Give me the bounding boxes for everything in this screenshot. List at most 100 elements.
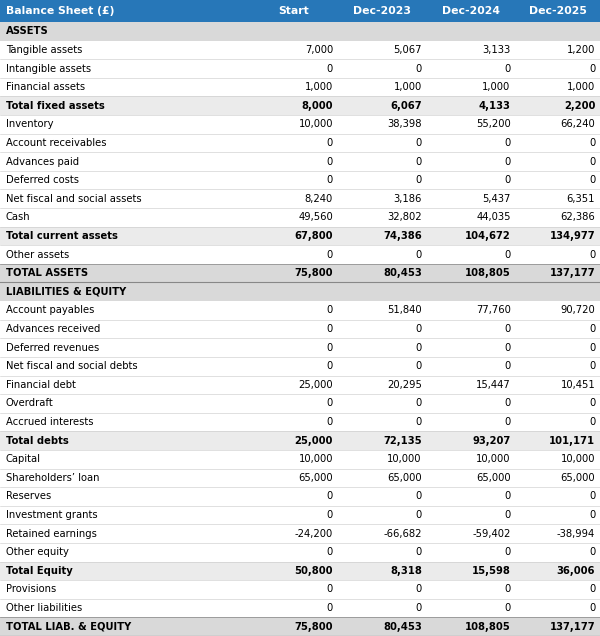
Bar bbox=[0, 506, 600, 524]
Text: 0: 0 bbox=[505, 249, 511, 259]
Text: 80,453: 80,453 bbox=[383, 268, 422, 278]
Text: Tangible assets: Tangible assets bbox=[6, 45, 82, 55]
Text: 6,067: 6,067 bbox=[390, 100, 422, 111]
Text: 0: 0 bbox=[505, 492, 511, 501]
Text: 51,840: 51,840 bbox=[387, 305, 422, 315]
Text: 74,386: 74,386 bbox=[383, 231, 422, 241]
Text: 0: 0 bbox=[327, 138, 333, 148]
Text: 25,000: 25,000 bbox=[295, 436, 333, 446]
Text: 5,437: 5,437 bbox=[482, 194, 511, 204]
Text: Deferred costs: Deferred costs bbox=[6, 175, 79, 185]
Text: Total current assets: Total current assets bbox=[6, 231, 118, 241]
Text: Dec-2025: Dec-2025 bbox=[529, 6, 587, 16]
Text: 0: 0 bbox=[505, 603, 511, 613]
Text: Cash: Cash bbox=[6, 212, 31, 223]
Text: 0: 0 bbox=[589, 249, 595, 259]
Text: 108,805: 108,805 bbox=[465, 622, 511, 632]
Text: Reserves: Reserves bbox=[6, 492, 51, 501]
Text: 0: 0 bbox=[505, 417, 511, 427]
Text: Retained earnings: Retained earnings bbox=[6, 529, 97, 539]
Bar bbox=[0, 190, 600, 208]
Text: 0: 0 bbox=[505, 156, 511, 167]
Bar bbox=[0, 22, 600, 41]
Text: 0: 0 bbox=[589, 510, 595, 520]
Text: 0: 0 bbox=[505, 398, 511, 408]
Text: Advances paid: Advances paid bbox=[6, 156, 79, 167]
Text: 3,186: 3,186 bbox=[394, 194, 422, 204]
Text: 8,318: 8,318 bbox=[390, 566, 422, 576]
Text: 104,672: 104,672 bbox=[465, 231, 511, 241]
Text: 0: 0 bbox=[589, 324, 595, 334]
Text: 0: 0 bbox=[416, 510, 422, 520]
Bar bbox=[0, 171, 600, 190]
Text: 1,000: 1,000 bbox=[567, 82, 595, 92]
Bar bbox=[0, 78, 600, 97]
Text: Dec-2024: Dec-2024 bbox=[442, 6, 500, 16]
Text: 0: 0 bbox=[416, 492, 422, 501]
Text: Total debts: Total debts bbox=[6, 436, 69, 446]
Text: 62,386: 62,386 bbox=[560, 212, 595, 223]
Text: 0: 0 bbox=[505, 64, 511, 74]
Text: 49,560: 49,560 bbox=[298, 212, 333, 223]
Text: 0: 0 bbox=[327, 398, 333, 408]
Text: 0: 0 bbox=[327, 584, 333, 595]
Text: Financial debt: Financial debt bbox=[6, 380, 76, 390]
Text: 0: 0 bbox=[589, 175, 595, 185]
Text: Total Equity: Total Equity bbox=[6, 566, 73, 576]
Text: 0: 0 bbox=[505, 547, 511, 557]
Text: 0: 0 bbox=[416, 138, 422, 148]
Text: Inventory: Inventory bbox=[6, 120, 53, 129]
Text: Deferred revenues: Deferred revenues bbox=[6, 343, 99, 352]
Text: 36,006: 36,006 bbox=[557, 566, 595, 576]
Bar bbox=[0, 59, 600, 78]
Text: 1,000: 1,000 bbox=[394, 82, 422, 92]
Text: 67,800: 67,800 bbox=[295, 231, 333, 241]
Bar bbox=[0, 134, 600, 152]
Text: Total fixed assets: Total fixed assets bbox=[6, 100, 105, 111]
Text: 5,067: 5,067 bbox=[394, 45, 422, 55]
Text: 0: 0 bbox=[327, 324, 333, 334]
Bar bbox=[0, 598, 600, 618]
Text: 7,000: 7,000 bbox=[305, 45, 333, 55]
Text: 0: 0 bbox=[416, 398, 422, 408]
Bar bbox=[0, 115, 600, 134]
Text: 72,135: 72,135 bbox=[383, 436, 422, 446]
Bar bbox=[0, 282, 600, 301]
Text: 20,295: 20,295 bbox=[387, 380, 422, 390]
Text: 0: 0 bbox=[505, 175, 511, 185]
Bar bbox=[0, 618, 600, 636]
Bar bbox=[0, 301, 600, 320]
Text: 0: 0 bbox=[416, 175, 422, 185]
Bar bbox=[0, 357, 600, 375]
Bar bbox=[0, 580, 600, 598]
Text: 0: 0 bbox=[416, 547, 422, 557]
Text: 0: 0 bbox=[327, 361, 333, 371]
Text: 0: 0 bbox=[589, 156, 595, 167]
Text: Balance Sheet (£): Balance Sheet (£) bbox=[6, 6, 115, 16]
Text: -38,994: -38,994 bbox=[557, 529, 595, 539]
Bar bbox=[0, 413, 600, 431]
Bar bbox=[0, 0, 600, 22]
Text: 0: 0 bbox=[505, 343, 511, 352]
Bar bbox=[0, 431, 600, 450]
Text: 90,720: 90,720 bbox=[560, 305, 595, 315]
Text: 10,451: 10,451 bbox=[560, 380, 595, 390]
Text: Overdraft: Overdraft bbox=[6, 398, 54, 408]
Text: Account payables: Account payables bbox=[6, 305, 94, 315]
Text: 0: 0 bbox=[327, 510, 333, 520]
Text: 75,800: 75,800 bbox=[295, 268, 333, 278]
Text: -66,682: -66,682 bbox=[383, 529, 422, 539]
Text: 2,200: 2,200 bbox=[564, 100, 595, 111]
Bar bbox=[0, 562, 600, 580]
Text: 1,000: 1,000 bbox=[305, 82, 333, 92]
Bar bbox=[0, 450, 600, 469]
Text: 10,000: 10,000 bbox=[561, 454, 595, 464]
Bar bbox=[0, 245, 600, 264]
Text: 1,000: 1,000 bbox=[482, 82, 511, 92]
Text: 0: 0 bbox=[589, 138, 595, 148]
Text: 93,207: 93,207 bbox=[472, 436, 511, 446]
Bar bbox=[0, 375, 600, 394]
Text: 0: 0 bbox=[327, 417, 333, 427]
Text: 108,805: 108,805 bbox=[465, 268, 511, 278]
Text: 65,000: 65,000 bbox=[387, 473, 422, 483]
